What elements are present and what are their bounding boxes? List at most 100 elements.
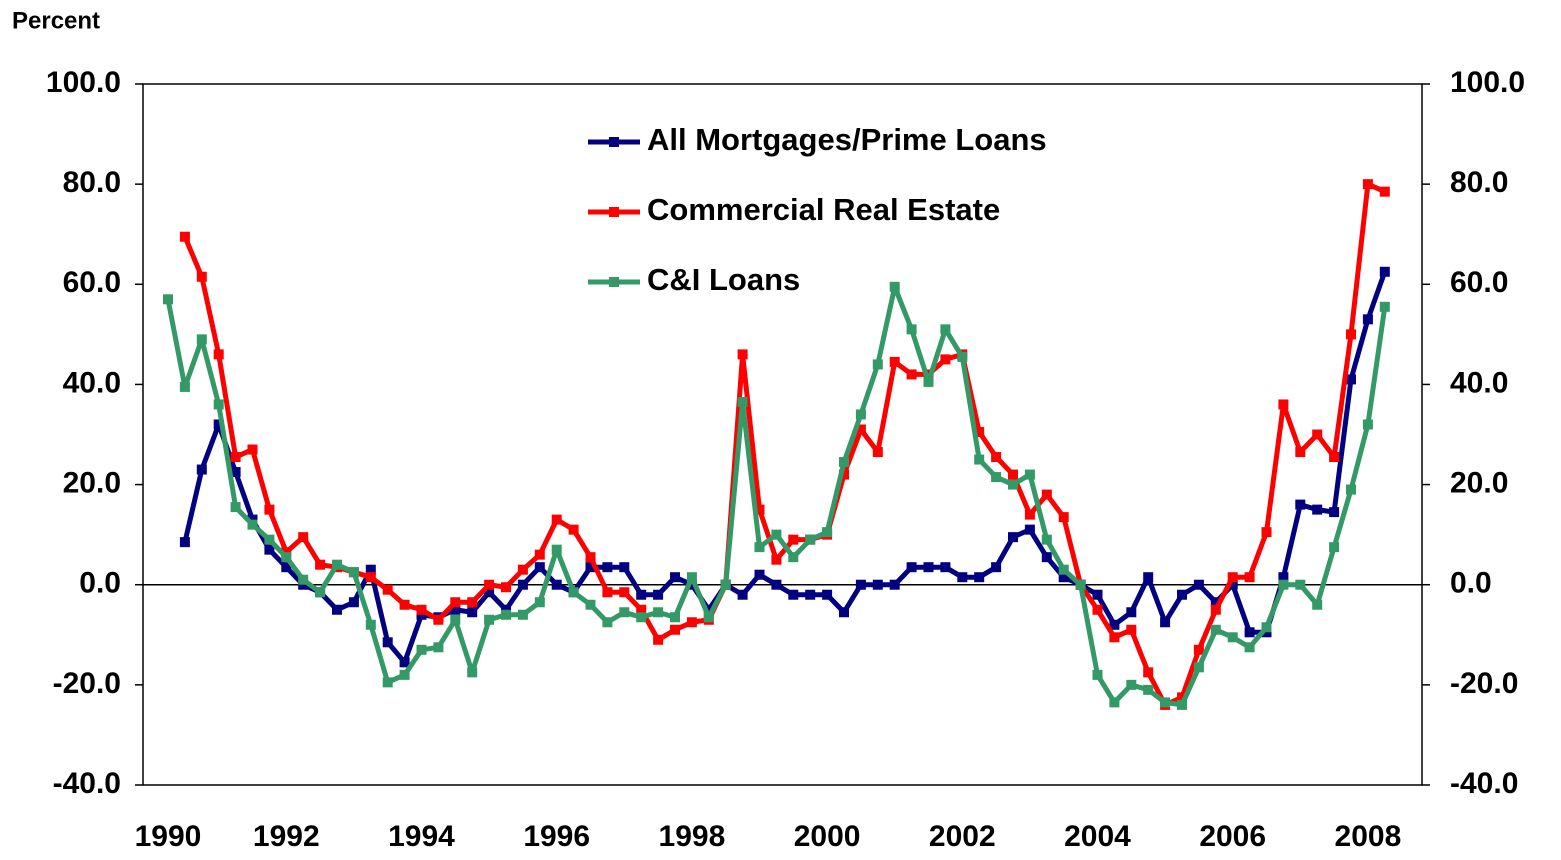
y-tick-label: 40.0 — [63, 366, 121, 399]
point-marker — [1329, 542, 1340, 553]
point-marker — [467, 607, 478, 618]
point-marker — [1312, 599, 1323, 610]
point-marker — [365, 572, 376, 583]
point-marker — [839, 607, 849, 618]
point-marker — [484, 587, 495, 598]
point-marker — [585, 562, 596, 573]
point-marker — [771, 554, 782, 565]
point-marker — [551, 579, 562, 590]
point-marker — [382, 584, 393, 595]
y-tick-label: 20.0 — [63, 466, 121, 499]
point-marker — [653, 607, 664, 618]
point-marker — [1143, 684, 1154, 695]
point-marker — [737, 589, 748, 600]
point-marker — [1346, 374, 1356, 385]
point-marker — [754, 569, 765, 580]
point-marker — [906, 562, 917, 573]
point-marker — [484, 614, 495, 625]
point-marker — [1329, 452, 1340, 463]
point-marker — [872, 579, 883, 590]
point-marker — [923, 376, 934, 387]
point-marker — [179, 537, 190, 548]
point-marker — [568, 524, 579, 535]
point-marker — [551, 544, 562, 555]
point-marker — [348, 567, 359, 578]
point-marker — [1244, 642, 1255, 653]
point-marker — [974, 572, 985, 583]
point-marker — [1092, 589, 1103, 600]
point-marker — [906, 324, 917, 335]
point-marker — [467, 667, 478, 678]
point-marker — [433, 642, 444, 653]
point-marker — [230, 467, 241, 478]
point-marker — [1160, 617, 1171, 628]
point-marker — [399, 657, 410, 668]
point-marker — [940, 562, 951, 573]
point-marker — [1109, 632, 1120, 643]
point-marker — [196, 271, 207, 282]
y-axis-title: Percent — [12, 7, 100, 34]
point-marker — [771, 529, 782, 540]
point-marker — [382, 677, 393, 688]
point-marker — [1362, 314, 1373, 325]
point-marker — [771, 579, 782, 590]
point-marker — [686, 579, 697, 590]
point-marker — [636, 612, 647, 623]
y2-tick-label: 0.0 — [1450, 567, 1492, 600]
point-marker — [839, 457, 849, 468]
x-tick-label: 2000 — [794, 820, 861, 853]
point-marker — [1346, 484, 1356, 495]
y2-tick-label: 60.0 — [1450, 266, 1508, 299]
legend-label: All Mortgages/Prime Loans — [647, 122, 1047, 157]
point-marker — [1346, 329, 1356, 340]
point-marker — [619, 562, 630, 573]
point-marker — [602, 617, 613, 628]
point-marker — [450, 604, 461, 615]
point-marker — [788, 534, 799, 545]
point-marker — [247, 519, 258, 530]
point-marker — [501, 609, 511, 620]
point-marker — [1227, 632, 1238, 643]
point-marker — [1109, 619, 1120, 630]
point-marker — [720, 579, 731, 590]
point-marker — [991, 472, 1002, 483]
point-marker — [230, 502, 241, 513]
x-tick-label: 1990 — [135, 820, 202, 853]
point-marker — [686, 617, 697, 628]
point-marker — [889, 281, 900, 292]
point-marker — [382, 637, 393, 648]
x-tick-label: 1994 — [388, 820, 455, 853]
point-marker — [332, 604, 342, 615]
x-tick-label: 2004 — [1064, 820, 1131, 853]
point-marker — [213, 349, 224, 360]
point-marker — [1177, 692, 1187, 703]
point-marker — [923, 562, 934, 573]
point-marker — [957, 572, 968, 583]
point-marker — [298, 532, 309, 543]
point-marker — [855, 424, 866, 435]
point-marker — [1227, 572, 1238, 583]
point-marker — [416, 644, 427, 655]
x-tick-label: 1996 — [523, 820, 590, 853]
point-marker — [517, 579, 528, 590]
point-marker — [450, 597, 461, 608]
x-tick-label: 2008 — [1335, 820, 1402, 853]
point-marker — [1193, 579, 1204, 590]
point-marker — [1008, 479, 1018, 490]
point-marker — [534, 562, 545, 573]
point-marker — [551, 514, 562, 525]
point-marker — [1008, 532, 1018, 543]
point-marker — [974, 454, 985, 465]
point-marker — [991, 452, 1002, 463]
point-marker — [889, 579, 900, 590]
legend-marker — [609, 137, 619, 147]
point-marker — [585, 599, 596, 610]
y-tick-label: 80.0 — [63, 166, 121, 199]
point-marker — [754, 542, 765, 553]
point-marker — [1160, 697, 1171, 708]
point-marker — [1379, 266, 1390, 277]
point-marker — [467, 597, 478, 608]
y-tick-label: 100.0 — [46, 66, 121, 99]
point-marker — [957, 351, 968, 362]
